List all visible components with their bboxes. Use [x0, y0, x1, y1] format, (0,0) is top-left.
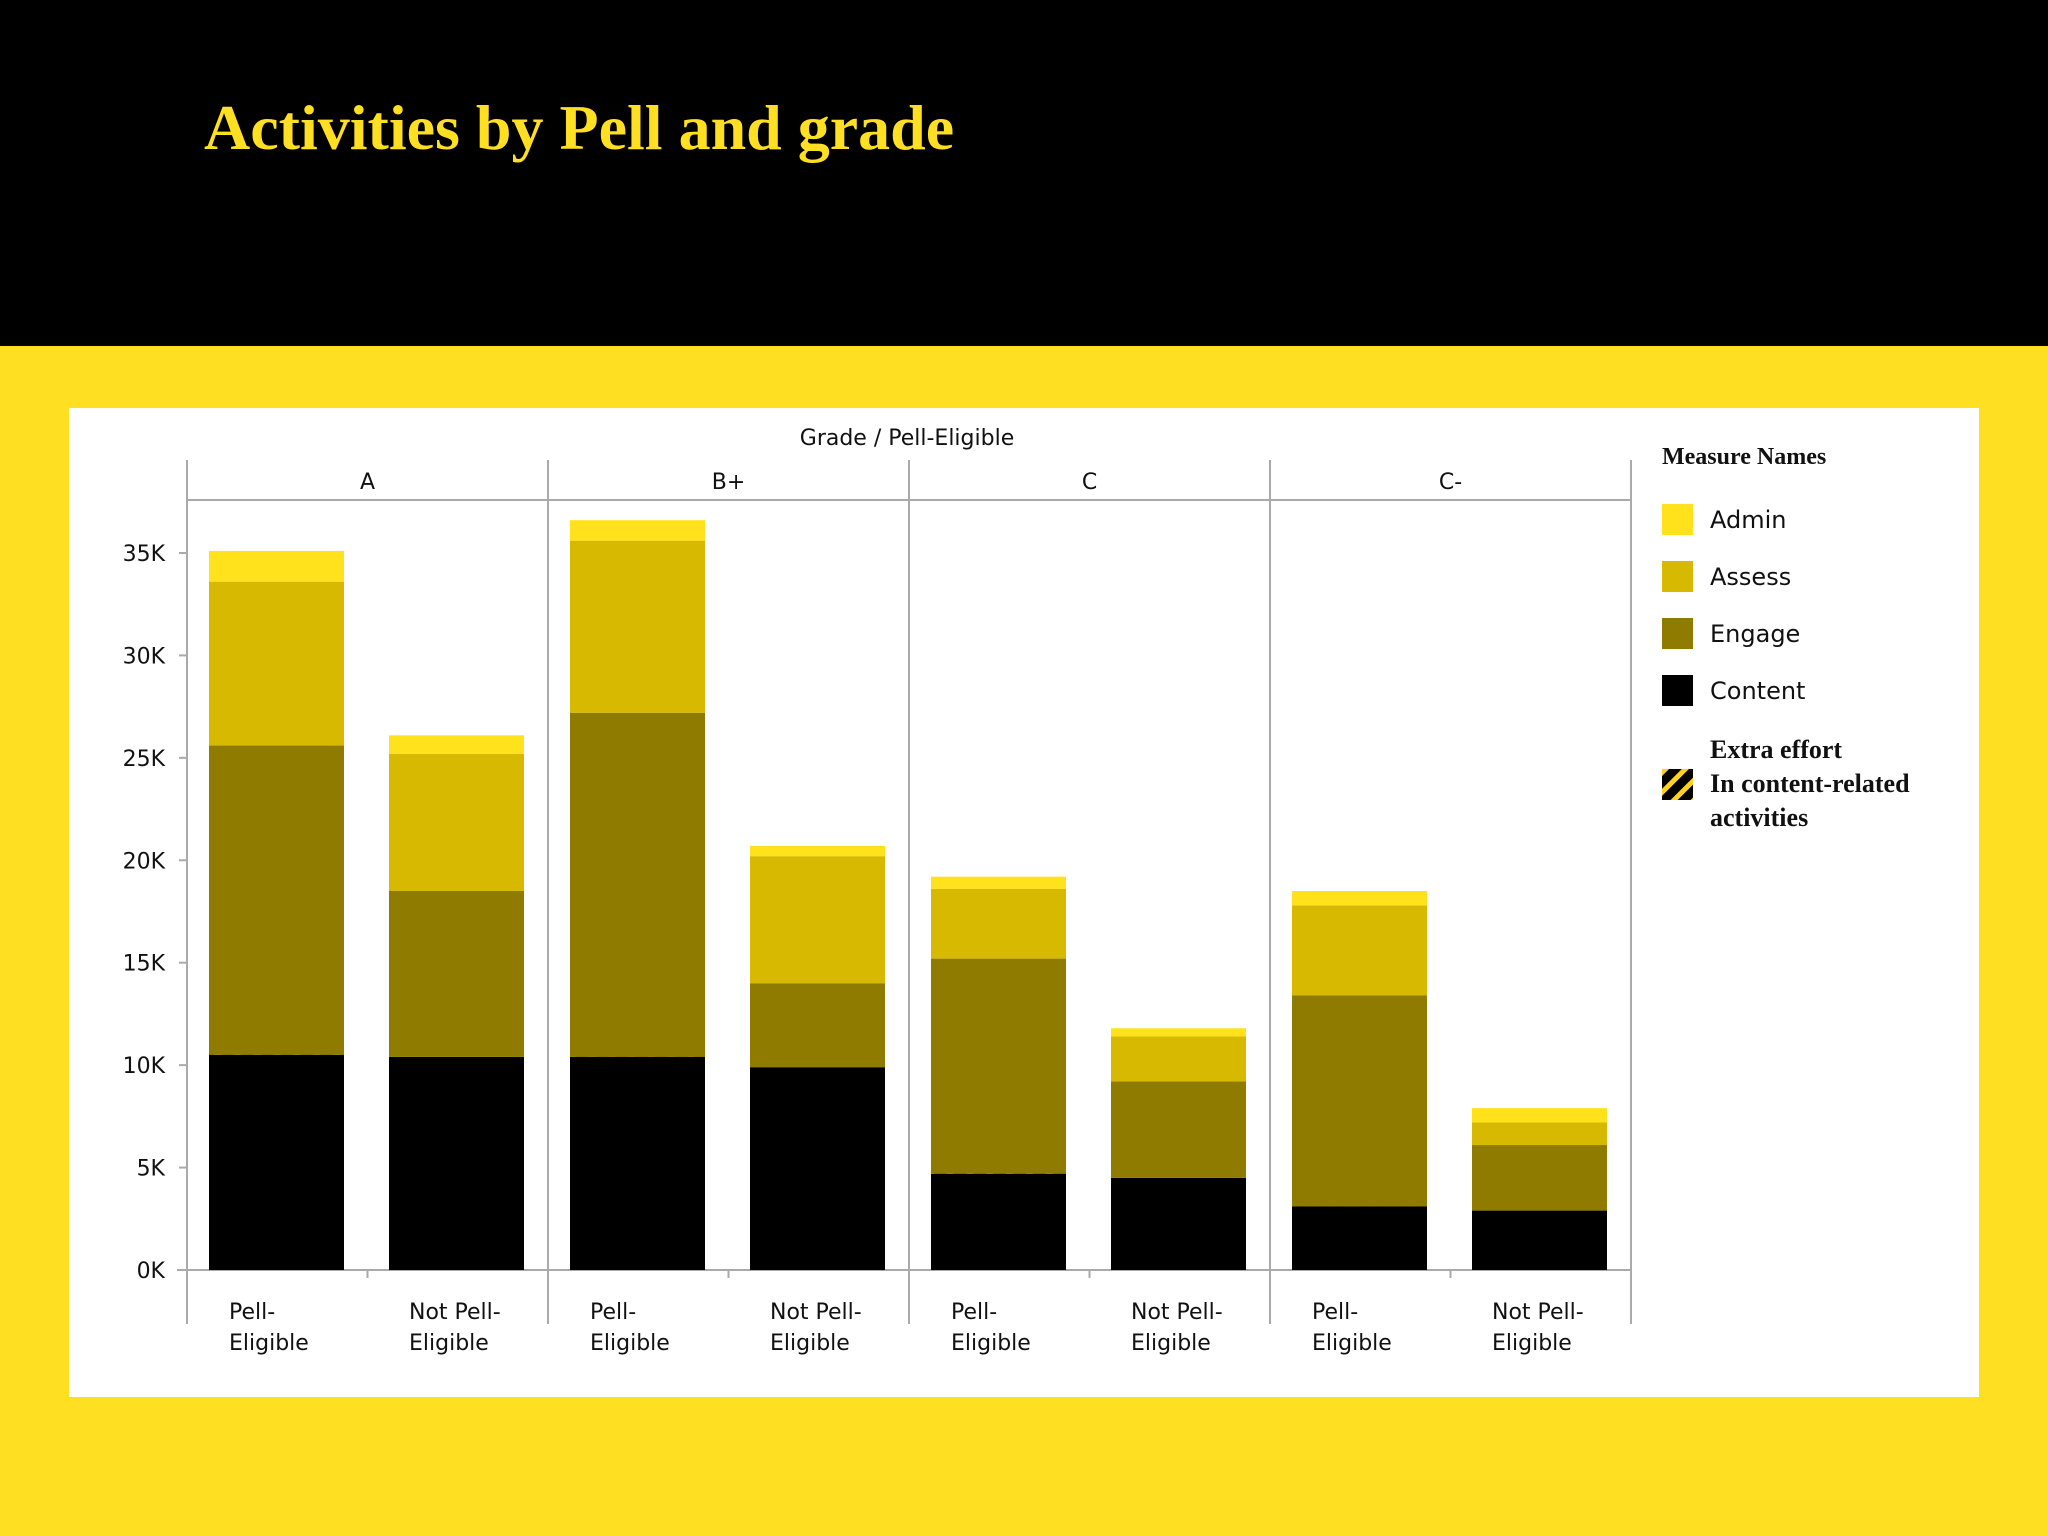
x-category-label: Eligible [1492, 1331, 1572, 1356]
bar-segment-admin [1472, 1108, 1607, 1123]
legend-label: Admin [1710, 505, 1787, 534]
x-category-label: Pell- [1312, 1300, 1358, 1325]
bar-segment-engage [1472, 1145, 1607, 1211]
legend-item-extra-effort: Extra effort In content-related activiti… [1662, 733, 1962, 835]
engage-swatch [1662, 618, 1693, 649]
y-tick-label: 10K [123, 1054, 166, 1079]
hatch-swatch-icon [1662, 768, 1693, 800]
bar-segment-assess [750, 856, 885, 984]
page-title: Activities by Pell and grade [204, 92, 955, 163]
column-header: Grade / Pell-Eligible [800, 426, 1014, 451]
bar-segment-assess [1292, 905, 1427, 996]
x-category-label: Not Pell- [1131, 1300, 1223, 1325]
x-category-label: Eligible [1312, 1331, 1392, 1356]
x-category-label: Eligible [1131, 1331, 1211, 1356]
legend-item-content: Content [1662, 662, 1962, 719]
bar-segment-content [389, 1056, 524, 1270]
group-headers: A B+ C C- [360, 470, 1462, 495]
y-tick-label: 0K [137, 1259, 166, 1284]
bar-segment-content [1111, 1177, 1246, 1270]
bar-segment-engage [389, 891, 524, 1057]
legend-item-assess: Assess [1662, 548, 1962, 605]
bar-segment-engage [570, 712, 705, 1057]
bar-segment-content [570, 1056, 705, 1270]
bar-segment-admin [209, 550, 344, 582]
legend-label: Content [1710, 676, 1806, 705]
content-swatch [1662, 675, 1693, 706]
bars [209, 520, 1607, 1270]
legend-label: Assess [1710, 562, 1792, 591]
x-category-label: Eligible [590, 1331, 670, 1356]
bar-segment-content [931, 1173, 1066, 1270]
x-category-label: Not Pell- [1492, 1300, 1584, 1325]
x-category-label: Not Pell- [770, 1300, 862, 1325]
group-header-label: B+ [712, 470, 746, 495]
bar-segment-engage [750, 983, 885, 1068]
stacked-bar-chart: Grade / Pell-Eligible A B+ C C- 0K 5K 10K 15K 2… [123, 426, 1632, 1356]
chart-panel: Grade / Pell-Eligible A B+ C C- 0K 5K 10K 15K 2… [69, 408, 1979, 1397]
bar-segment-content [209, 1054, 344, 1270]
group-header-label: C- [1439, 470, 1462, 495]
y-tick-label: 35K [123, 542, 166, 567]
bar-segment-assess [209, 581, 344, 746]
y-tick-label: 30K [123, 644, 166, 669]
group-header-label: C [1082, 470, 1097, 495]
bar-segment-admin [931, 876, 1066, 889]
x-category-label: Pell- [590, 1300, 636, 1325]
bar-segment-engage [1111, 1081, 1246, 1178]
x-category-label: Eligible [229, 1331, 309, 1356]
legend-label: Engage [1710, 619, 1801, 648]
bar-segment-admin [1111, 1028, 1246, 1037]
bar-segment-content [1292, 1206, 1427, 1270]
bar-segment-admin [570, 520, 705, 541]
bar-segment-assess [931, 888, 1066, 959]
legend-item-engage: Engage [1662, 605, 1962, 662]
bar-segment-content [1472, 1210, 1607, 1270]
extra-effort-line: activities [1710, 803, 1809, 832]
group-header-label: A [360, 470, 375, 495]
x-axis-labels: Pell- Eligible Not Pell- Eligible Pell- Eligi… [229, 1270, 1584, 1356]
x-category-label: Not Pell- [409, 1300, 501, 1325]
x-category-label: Eligible [951, 1331, 1031, 1356]
extra-effort-label: Extra effort In content-related activiti… [1710, 733, 1910, 835]
x-category-label: Pell- [951, 1300, 997, 1325]
bar-segment-admin [1292, 891, 1427, 906]
x-category-label: Pell- [229, 1300, 275, 1325]
bar-segment-assess [1472, 1122, 1607, 1146]
bar-segment-engage [209, 745, 344, 1055]
bar-segment-admin [389, 735, 524, 754]
bar-segment-assess [389, 753, 524, 891]
x-category-label: Eligible [770, 1331, 850, 1356]
y-tick-label: 25K [123, 747, 166, 772]
bar-segment-engage [1292, 995, 1427, 1207]
x-category-label: Eligible [409, 1331, 489, 1356]
extra-effort-line: Extra effort [1710, 735, 1843, 764]
bar-segment-content [750, 1067, 885, 1270]
legend-item-admin: Admin [1662, 491, 1962, 548]
legend-title: Measure Names [1662, 444, 1827, 470]
y-axis: 0K 5K 10K 15K 20K 25K 30K 35K [123, 542, 187, 1284]
y-tick-label: 20K [123, 849, 166, 874]
y-tick-label: 15K [123, 952, 166, 977]
admin-swatch [1662, 504, 1693, 535]
bar-segment-assess [570, 540, 705, 713]
bar-segment-assess [1111, 1036, 1246, 1082]
y-tick-label: 5K [137, 1157, 166, 1182]
extra-effort-line: In content-related [1710, 769, 1910, 798]
bar-segment-engage [931, 958, 1066, 1174]
header-bar: Activities by Pell and grade [0, 0, 2048, 346]
bar-segment-admin [750, 845, 885, 857]
legend: Measure Names Admin Assess Engage Conten… [1662, 444, 1962, 835]
assess-swatch [1662, 561, 1693, 592]
